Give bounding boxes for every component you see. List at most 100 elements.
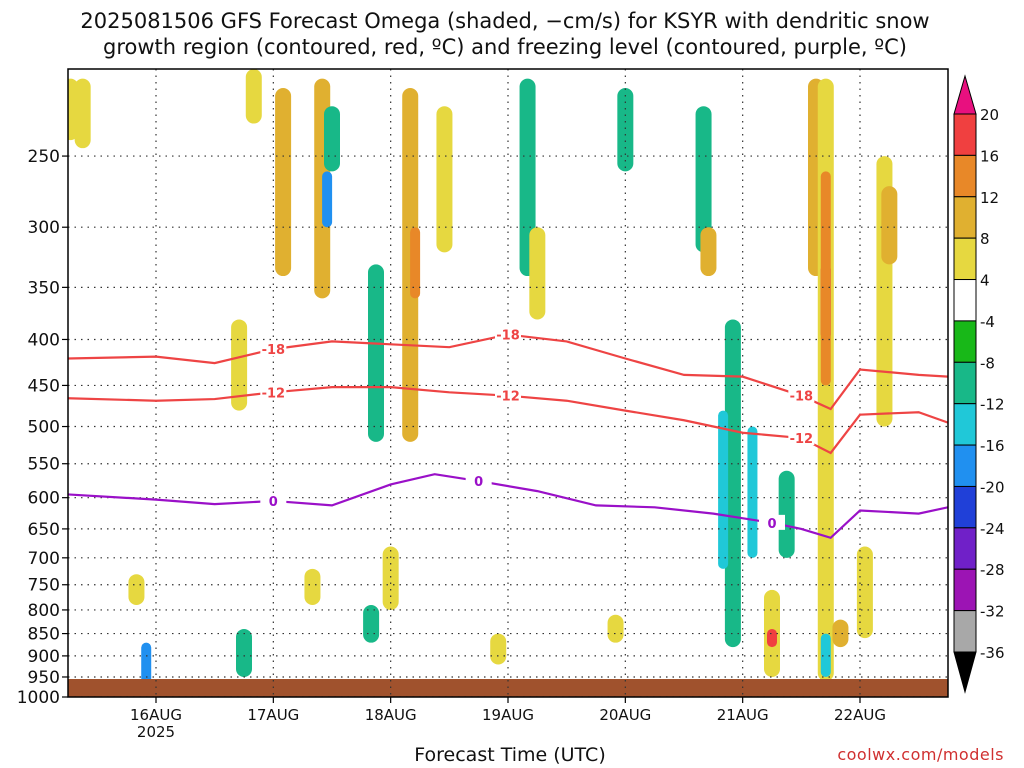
credit-text: coolwx.com/models: [837, 745, 1004, 764]
colorbar-label: -36: [980, 644, 1005, 662]
colorbar-segment: [953, 320, 977, 363]
omega-shaded-cell: [832, 619, 849, 648]
colorbar-label: -20: [980, 478, 1005, 496]
omega-shaded-cell: [245, 69, 262, 124]
y-tick-label: 800: [28, 601, 60, 621]
colorbar-segment: [953, 237, 977, 281]
omega-shaded-cell: [881, 186, 898, 265]
contour-line: [68, 473, 948, 540]
x-tick-label: 17AUG: [247, 706, 299, 724]
colorbar-label: -32: [980, 603, 1005, 621]
omega-shaded-cell: [231, 319, 248, 411]
omega-shaded-cell: [368, 264, 384, 442]
colorbar-segment: [953, 610, 977, 653]
y-tick-label: 650: [28, 520, 60, 540]
colorbar-segment: [953, 154, 977, 198]
colorbar-label: 16: [980, 147, 999, 165]
omega-shaded-cell: [724, 319, 741, 648]
omega-shaded-cell: [410, 227, 421, 299]
x-tick-label: 20AUG: [599, 706, 651, 724]
y-tick-label: 750: [28, 576, 60, 596]
contour-label: 0: [767, 517, 776, 532]
colorbar-label: 4: [980, 272, 990, 290]
x-axis-label: Forecast Time (UTC): [414, 744, 606, 766]
colorbar-segment: [953, 485, 977, 529]
chart-title: 2025081506 GFS Forecast Omega (shaded, −…: [80, 9, 930, 59]
omega-shaded-cell: [856, 546, 873, 639]
x-tick-label: 16AUG: [130, 706, 182, 724]
colorbar-label: 12: [980, 189, 999, 207]
omega-shaded-cell: [141, 642, 152, 684]
contour-label: 0: [269, 495, 278, 510]
colorbar-segment: [953, 527, 977, 570]
omega-shaded-cell: [74, 78, 91, 149]
x-tick-label: 19AUG: [482, 706, 534, 724]
contour-label: 0: [474, 475, 483, 490]
contour-line: [68, 333, 948, 411]
omega-shaded-cell: [747, 426, 758, 558]
contour-label: -18: [496, 329, 520, 344]
omega-shaded-cell: [607, 614, 624, 643]
omega-shaded-cell: [363, 605, 380, 643]
x-tick-label: 18AUG: [365, 706, 417, 724]
omega-shaded-cell: [767, 628, 777, 648]
colorbar-label: 20: [980, 106, 999, 124]
omega-shaded-cell: [820, 633, 831, 677]
contour-label: -18: [790, 390, 814, 405]
y-tick-label: 700: [28, 549, 60, 569]
omega-shaded-cell: [436, 106, 453, 253]
contour-label-bg: [788, 387, 815, 403]
y-tick-label: 550: [28, 455, 60, 475]
omega-shaded-cell: [304, 568, 321, 606]
omega-shaded-cell: [695, 106, 712, 253]
contour-label-bg: [260, 341, 287, 357]
contour-label: -12: [262, 386, 286, 401]
y-tick-label: 500: [28, 418, 60, 438]
colorbar-segment: [953, 361, 977, 405]
y-tick-label: 1000: [17, 688, 60, 708]
colorbar-label: -24: [980, 520, 1005, 538]
colorbar-label: -8: [980, 354, 995, 372]
contour-label-bg: [495, 326, 521, 342]
x-tick-label: 21AUG: [717, 706, 769, 724]
colorbar-label: 8: [980, 230, 990, 248]
y-tick-label: 950: [28, 668, 60, 688]
contour-label-bg: [495, 387, 521, 403]
omega-shaded-cell: [778, 470, 795, 558]
omega-shaded-cell: [700, 227, 717, 277]
omega-shaded-cell: [236, 628, 252, 677]
omega-shaded-cell: [322, 171, 333, 228]
omega-shaded-cell: [529, 227, 546, 320]
y-tick-label: 450: [28, 376, 60, 396]
contour-label: -12: [496, 390, 520, 405]
x-tick-label: 22AUG: [834, 706, 886, 724]
y-tick-label: 300: [28, 218, 60, 238]
colorbar-segment: [953, 568, 977, 612]
omega-shaded-cell: [820, 171, 831, 386]
y-tick-label: 900: [28, 647, 60, 667]
y-tick-label: 350: [28, 278, 60, 298]
omega-shaded-cell: [617, 88, 634, 172]
omega-shaded-cell: [128, 574, 145, 606]
colorbar-segment: [953, 403, 977, 446]
colorbar-bottom-triangle: [953, 651, 977, 694]
colorbar-segment: [953, 113, 977, 156]
colorbar-label: -16: [980, 437, 1005, 455]
y-tick-label: 850: [28, 625, 60, 645]
y-tick-label: 250: [28, 147, 60, 167]
x-tick-sublabel: 2025: [137, 723, 175, 741]
colorbar-label: -28: [980, 561, 1005, 579]
omega-shaded-cell: [275, 88, 292, 277]
omega-shaded-cell: [490, 633, 507, 665]
y-tick-label: 600: [28, 489, 60, 509]
colorbar-label: -12: [980, 396, 1005, 414]
contour-label-bg: [788, 430, 815, 446]
contour-label-bg: [260, 384, 287, 400]
colorbar-segment: [953, 444, 977, 487]
y-tick-label: 400: [28, 330, 60, 350]
contour-label: -12: [790, 432, 814, 447]
colorbar-segment: [953, 196, 977, 239]
omega-shaded-cell: [382, 546, 399, 610]
colorbar-segment: [953, 279, 977, 322]
